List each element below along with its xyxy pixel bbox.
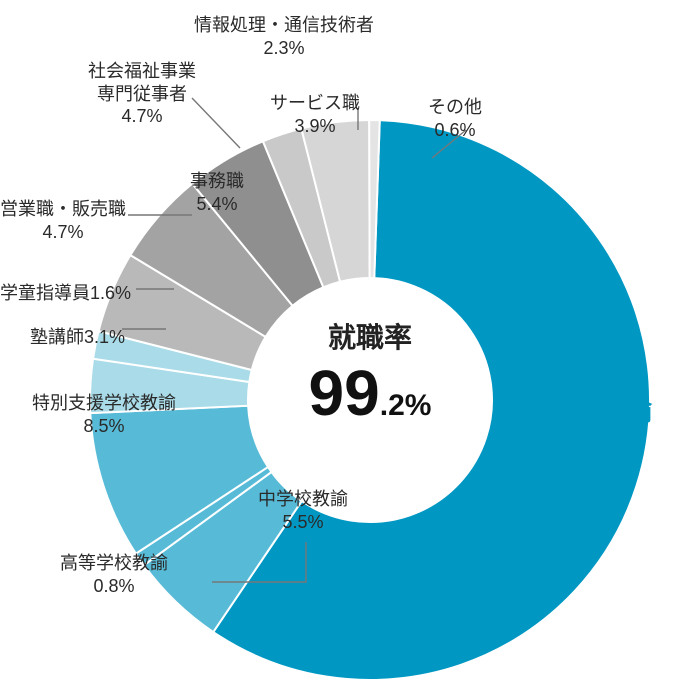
slice-label-2: 中学校教諭5.5% (258, 488, 348, 533)
slice-label-10: 情報処理・通信技術者2.3% (194, 14, 374, 59)
slice-label-6: 学童指導員1.6% (0, 282, 131, 305)
slice-label-9: 社会福祉事業専門従事者4.7% (88, 60, 196, 128)
leader-line (192, 98, 240, 148)
slice-label-5: 塾講師3.1% (30, 326, 125, 349)
center-title: 就職率 (320, 316, 420, 356)
slice-label-3: 高等学校教諭0.8% (60, 552, 168, 597)
slice-label-11: サービス職3.9% (270, 92, 360, 137)
slice-label-0: 小学校教諭 (522, 395, 652, 428)
slice-label-8: 事務職5.4% (190, 170, 244, 215)
slice-label-4: 特別支援学校教諭8.5% (32, 392, 176, 437)
slice-label-12: その他0.6% (428, 96, 482, 141)
slice-label-7: 営業職・販売職4.7% (0, 198, 126, 243)
slice-label-1: 58.9% (522, 430, 629, 485)
center-value: 99.2% (260, 356, 480, 430)
